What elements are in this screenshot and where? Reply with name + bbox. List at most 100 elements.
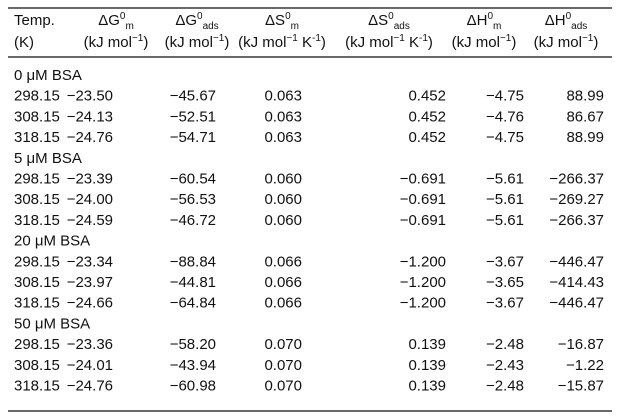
- header-part: −1: [500, 33, 512, 44]
- cell: 0.066: [264, 295, 302, 312]
- cell: −88.84: [170, 253, 216, 270]
- header-part: m: [125, 21, 133, 32]
- cell: 318.15: [14, 212, 60, 229]
- header-part: 0: [197, 11, 203, 22]
- cell: −60.98: [170, 378, 216, 395]
- cell: −43.94: [170, 357, 216, 374]
- cell: 298.15: [14, 171, 60, 188]
- cell: −266.37: [549, 212, 604, 229]
- cell: −24.76: [67, 129, 113, 146]
- column-header: (kJ mol−1): [84, 33, 149, 51]
- cell: −4.76: [486, 108, 524, 125]
- cell: −5.61: [486, 191, 524, 208]
- cell: 0.060: [264, 191, 302, 208]
- cell: 318.15: [14, 129, 60, 146]
- cell: 298.15: [14, 253, 60, 270]
- cell: −0.691: [400, 191, 446, 208]
- cell: −1.200: [400, 274, 446, 291]
- column-header: ΔS0m: [265, 11, 299, 32]
- cell: −2.48: [486, 336, 524, 353]
- cell: 0.066: [264, 253, 302, 270]
- cell: 0.139: [408, 378, 446, 395]
- header-part: -1: [312, 33, 321, 44]
- header-part: m: [493, 21, 501, 32]
- header-part: ): [593, 34, 598, 51]
- cell: 298.15: [14, 88, 60, 105]
- cell: 0.452: [408, 108, 446, 125]
- cell: 0.070: [264, 378, 302, 395]
- column-header: (kJ mol−1 K-1): [238, 33, 326, 51]
- column-header: (kJ mol−1): [534, 33, 599, 51]
- cell: 298.15: [14, 336, 60, 353]
- cell: −23.50: [67, 88, 113, 105]
- cell: −54.71: [170, 129, 216, 146]
- header-part: ads: [394, 21, 410, 32]
- header-part: −1: [286, 33, 298, 44]
- cell: −3.67: [486, 295, 524, 312]
- cell: 0.060: [264, 171, 302, 188]
- cell: 0.139: [408, 336, 446, 353]
- header-part: ads: [571, 21, 587, 32]
- cell: −23.39: [67, 171, 113, 188]
- header-part: 0: [285, 11, 291, 22]
- cell: 88.99: [566, 88, 604, 105]
- group-label: 0 μM BSA: [14, 67, 82, 84]
- cell: −58.20: [170, 336, 216, 353]
- cell: 0.063: [264, 108, 302, 125]
- header-part: m: [291, 21, 299, 32]
- cell: −24.01: [67, 357, 113, 374]
- header-part: 0: [120, 11, 126, 22]
- cell: −23.36: [67, 336, 113, 353]
- cell: −0.691: [400, 171, 446, 188]
- group-label: 50 μM BSA: [14, 315, 90, 332]
- cell: −60.54: [170, 171, 216, 188]
- column-header: (kJ mol−1 K-1): [345, 33, 433, 51]
- group-label: 5 μM BSA: [14, 150, 82, 167]
- header-part: (kJ mol: [534, 34, 582, 51]
- cell: −24.59: [67, 212, 113, 229]
- cell: −0.691: [400, 212, 446, 229]
- header-part: (kJ mol: [238, 34, 286, 51]
- column-header: ΔG0m: [98, 11, 134, 32]
- header-part: ΔS: [368, 12, 388, 29]
- cell: 308.15: [14, 357, 60, 374]
- cell: −46.72: [170, 212, 216, 229]
- header-part: ΔS: [265, 12, 285, 29]
- cell: 0.060: [264, 212, 302, 229]
- cell: −3.65: [486, 274, 524, 291]
- header-part: ads: [203, 21, 219, 32]
- cell: −1.200: [400, 295, 446, 312]
- column-header: ΔG0ads: [175, 11, 218, 32]
- header-part: Temp.: [14, 12, 55, 29]
- cell: −2.48: [486, 378, 524, 395]
- cell: −15.87: [558, 378, 604, 395]
- header-part: ): [143, 34, 148, 51]
- cell: −64.84: [170, 295, 216, 312]
- column-header: ΔH0ads: [545, 11, 588, 32]
- header-part: ): [428, 34, 433, 51]
- cell: −45.67: [170, 88, 216, 105]
- cell: 0.070: [264, 357, 302, 374]
- cell: −3.67: [486, 253, 524, 270]
- cell: 86.67: [566, 108, 604, 125]
- cell: −269.27: [549, 191, 604, 208]
- cell: 0.452: [408, 88, 446, 105]
- cell: −56.53: [170, 191, 216, 208]
- cell: −44.81: [170, 274, 216, 291]
- header-part: 0: [388, 11, 394, 22]
- header-part: (kJ mol: [452, 34, 500, 51]
- cell: −24.00: [67, 191, 113, 208]
- header-part: -1: [419, 33, 428, 44]
- column-header: ΔH0m: [467, 11, 502, 32]
- column-header: (K): [14, 34, 34, 51]
- header-part: −1: [393, 33, 405, 44]
- header-part: (kJ mol: [165, 34, 213, 51]
- header-part: (kJ mol: [345, 34, 393, 51]
- header-part: (K): [14, 34, 34, 51]
- cell: −52.51: [170, 108, 216, 125]
- cell: 308.15: [14, 191, 60, 208]
- header-part: K: [405, 34, 419, 51]
- header-part: ): [511, 34, 516, 51]
- cell: −23.97: [67, 274, 113, 291]
